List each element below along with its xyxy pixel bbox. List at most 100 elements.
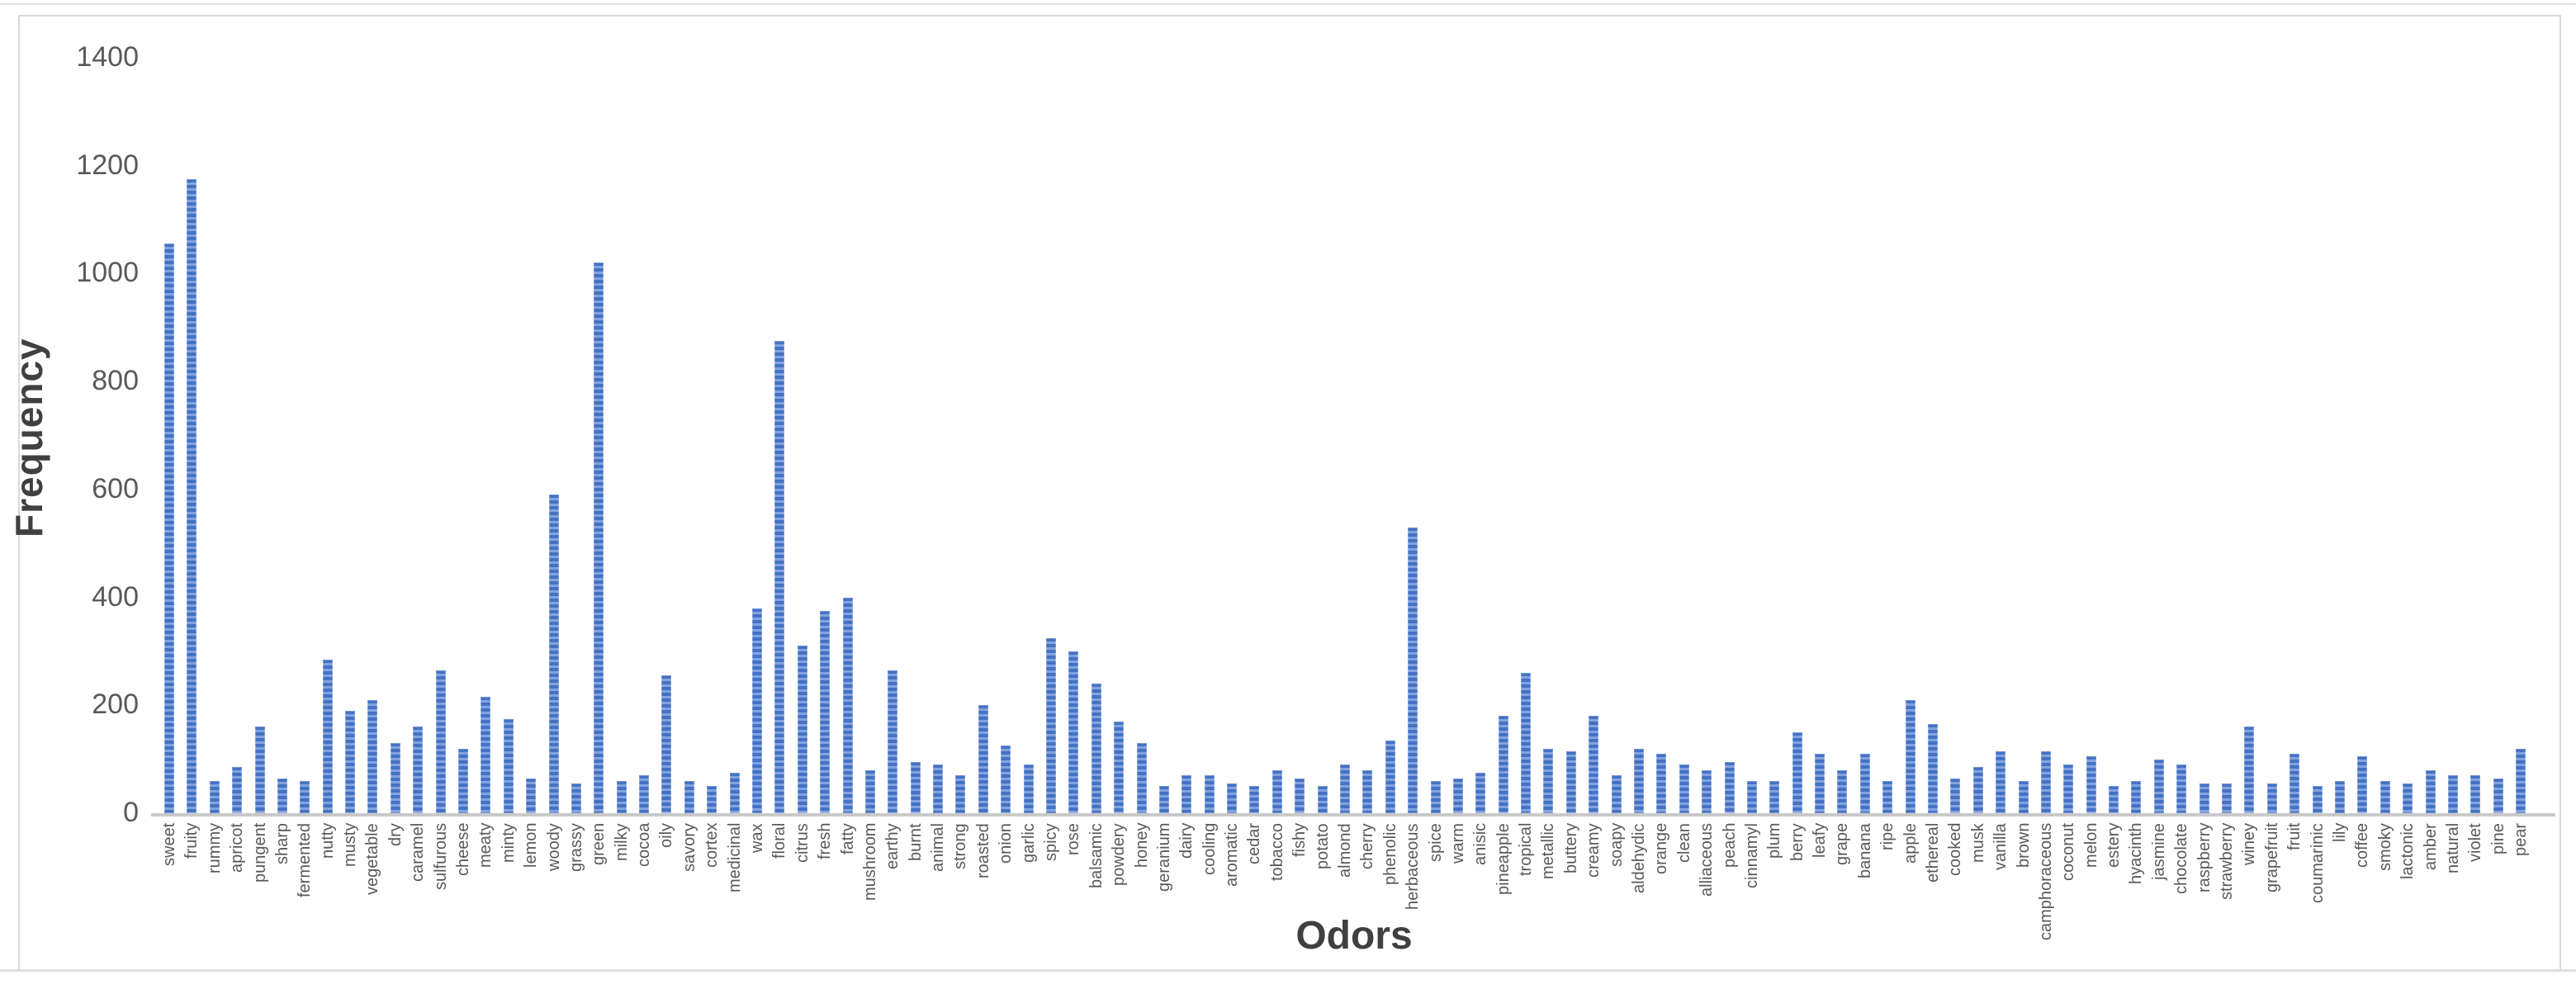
- bar-soapy: [1612, 775, 1622, 813]
- bar-nutty: [323, 660, 333, 813]
- x-category-label: jasmine: [2150, 823, 2168, 880]
- x-category-label: violet: [2466, 823, 2484, 862]
- y-tick-label: 200: [92, 689, 139, 721]
- x-category-label: camphoraceous: [2037, 823, 2055, 941]
- x-category-label: burnt: [907, 823, 925, 861]
- bar-jasmine: [2154, 760, 2164, 813]
- bar-fatty: [843, 598, 853, 813]
- x-category-label: apricot: [228, 823, 246, 873]
- x-category-label: garlic: [1020, 823, 1038, 863]
- x-category-label: berry: [1788, 823, 1807, 861]
- x-category-label: cocoa: [635, 823, 653, 868]
- x-category-label: orange: [1652, 823, 1670, 875]
- x-category-label: green: [590, 823, 608, 866]
- x-category-label: leafy: [1811, 823, 1829, 859]
- x-category-label: pungent: [251, 823, 269, 883]
- x-category-label: vanilla: [1991, 823, 2010, 870]
- x-category-label: honey: [1133, 823, 1151, 869]
- x-category-label: coumarinic: [2308, 823, 2327, 903]
- x-category-label: grapefruit: [2263, 823, 2281, 893]
- x-category-label: grassy: [567, 823, 585, 872]
- x-category-label: balsamic: [1087, 823, 1106, 888]
- x-category-label: fishy: [1290, 823, 1309, 858]
- bar-lily: [2335, 781, 2345, 813]
- x-category-label: vegetable: [363, 823, 381, 895]
- bar-pear: [2516, 749, 2526, 813]
- bar-fresh: [820, 611, 830, 813]
- bar-cinnamyl: [1747, 781, 1757, 813]
- x-category-label: rummy: [206, 823, 224, 874]
- x-category-label: floral: [770, 823, 788, 859]
- x-category-label: rose: [1064, 823, 1082, 855]
- y-tick-label: 0: [123, 797, 139, 828]
- bar-caramel: [413, 727, 423, 813]
- x-category-label: buttery: [1562, 823, 1580, 874]
- bar-hyacinth: [2131, 781, 2141, 813]
- bar-aromatic: [1227, 783, 1237, 813]
- bar-metallic: [1543, 749, 1553, 813]
- x-category-label: wax: [748, 823, 766, 853]
- x-category-label: lactonic: [2398, 823, 2417, 879]
- bar-mushroom: [865, 770, 875, 813]
- bar-minty: [504, 719, 514, 813]
- bar-natural: [2448, 775, 2458, 813]
- bar-creamy: [1589, 716, 1598, 813]
- x-category-label: fatty: [839, 823, 857, 854]
- bar-oily: [661, 675, 671, 813]
- x-category-label: warm: [1449, 823, 1467, 864]
- bar-meaty: [481, 697, 490, 813]
- x-category-label: meaty: [476, 823, 495, 869]
- x-category-label: clean: [1675, 823, 1693, 863]
- x-category-label: pineapple: [1494, 823, 1513, 895]
- bar-wax: [752, 608, 762, 813]
- bar-savory: [684, 781, 694, 813]
- x-category-label: aldehydic: [1630, 823, 1648, 893]
- x-category-label: creamy: [1584, 823, 1603, 878]
- x-category-label: lemon: [522, 823, 540, 869]
- bar-grapefruit: [2267, 783, 2277, 813]
- y-axis-title: Frequency: [7, 338, 50, 537]
- bar-pungent: [255, 727, 265, 813]
- bar-fermented: [300, 781, 310, 813]
- bar-fruit: [2290, 754, 2299, 813]
- x-category-label: grape: [1833, 823, 1851, 866]
- bar-cortex: [707, 786, 717, 813]
- x-category-label: savory: [680, 823, 698, 872]
- bar-peach: [1725, 762, 1735, 813]
- bar-earthy: [888, 670, 897, 813]
- x-category-label: ripe: [1878, 823, 1896, 851]
- bar-fishy: [1295, 779, 1305, 813]
- bar-vegetable: [367, 700, 377, 813]
- bar-strong: [955, 775, 965, 813]
- x-category-label: sweet: [160, 823, 178, 867]
- x-category-label: cortex: [703, 823, 721, 869]
- bar-smoky: [2380, 781, 2390, 813]
- y-tick-label: 600: [92, 472, 139, 504]
- bar-sulfurous: [436, 670, 446, 813]
- x-category-label: coconut: [2059, 823, 2077, 882]
- x-category-label: lily: [2331, 823, 2349, 843]
- bar-powdery: [1114, 722, 1124, 813]
- x-category-label: cooked: [1946, 823, 1964, 877]
- bar-apple: [1906, 700, 1915, 813]
- bar-onion: [1001, 746, 1011, 813]
- x-category-label: aromatic: [1223, 823, 1241, 887]
- bar-honey: [1137, 743, 1147, 813]
- bar-pineapple: [1499, 716, 1508, 813]
- bar-potato: [1318, 786, 1328, 813]
- bar-raspberry: [2200, 783, 2209, 813]
- bar-coconut: [2063, 764, 2073, 813]
- x-category-label: coffee: [2353, 823, 2371, 869]
- x-axis-title: Odors: [1295, 914, 1413, 958]
- x-category-label: smoky: [2376, 823, 2394, 871]
- x-category-label: fruit: [2285, 823, 2304, 851]
- bar-anisic: [1475, 773, 1485, 813]
- bar-strawberry: [2222, 783, 2232, 813]
- bar-musty: [345, 711, 355, 813]
- bar-fruity: [187, 179, 197, 813]
- x-category-label: milky: [613, 823, 631, 861]
- x-category-label: banana: [1856, 823, 1874, 878]
- bar-banana: [1860, 754, 1870, 813]
- x-category-label: roasted: [974, 823, 992, 878]
